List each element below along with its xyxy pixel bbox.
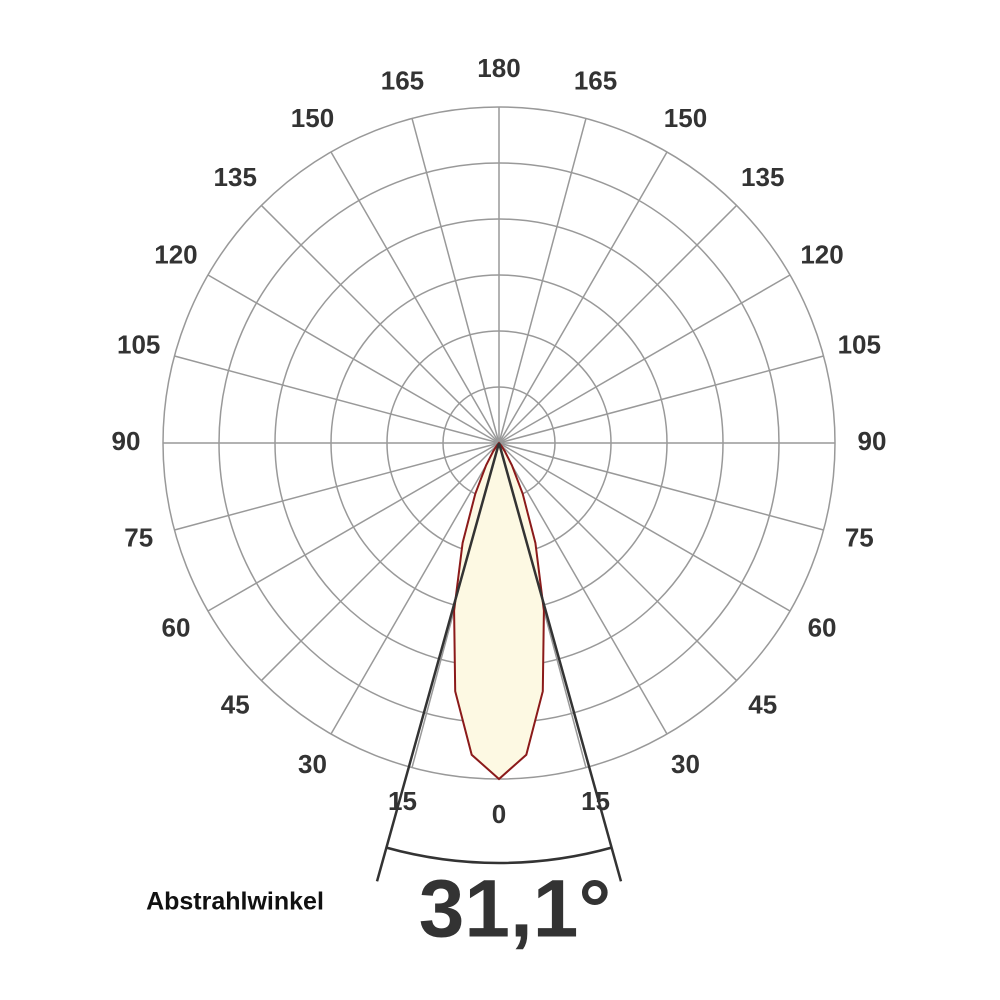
- grid-spoke: [498, 204, 738, 444]
- grid-spoke: [498, 118, 587, 444]
- beam-angle-label: 31,1°: [419, 864, 611, 955]
- angle-label: 45: [748, 690, 777, 720]
- angle-label: 105: [838, 329, 881, 359]
- angle-label: 165: [381, 66, 424, 96]
- angle-label: 60: [162, 612, 191, 642]
- angle-label: 135: [214, 162, 257, 192]
- grid-spoke: [498, 442, 791, 612]
- grid-spoke: [330, 151, 500, 444]
- grid-spoke: [498, 442, 824, 531]
- angle-label: 30: [298, 749, 327, 779]
- angle-label: 165: [574, 66, 617, 96]
- angle-label: 150: [291, 103, 334, 133]
- annotation: Abstrahlwinkel: [146, 888, 324, 916]
- grid-spoke: [498, 442, 738, 682]
- beam-arc: [386, 846, 612, 865]
- grid-spoke: [498, 151, 668, 444]
- angle-label: 150: [664, 103, 707, 133]
- angle-label: 90: [858, 426, 887, 456]
- angle-label: 120: [800, 239, 843, 269]
- angle-label: 135: [741, 162, 784, 192]
- grid-spoke: [260, 442, 500, 682]
- grid-spoke: [260, 204, 500, 444]
- beam-line: [375, 442, 501, 882]
- angle-label: 75: [124, 522, 153, 552]
- grid-spoke: [411, 118, 500, 444]
- grid-spoke: [498, 442, 668, 735]
- grid-spoke: [498, 274, 791, 444]
- angle-label: 0: [492, 799, 506, 829]
- angle-label: 75: [845, 522, 874, 552]
- beam-line: [497, 442, 623, 882]
- grid-spoke: [498, 355, 824, 444]
- grid-spoke: [207, 442, 500, 612]
- grid-spoke: [330, 442, 500, 735]
- angle-label: 120: [154, 239, 197, 269]
- grid-spoke: [174, 355, 500, 444]
- angle-label: 60: [808, 612, 837, 642]
- angle-label: 45: [221, 690, 250, 720]
- grid-spoke: [174, 442, 500, 531]
- angle-label: 180: [477, 53, 520, 83]
- angle-label: 30: [671, 749, 700, 779]
- grid-spoke: [207, 274, 500, 444]
- intensity-curve: [453, 441, 545, 781]
- angle-label: 105: [117, 329, 160, 359]
- angle-label: 90: [112, 426, 141, 456]
